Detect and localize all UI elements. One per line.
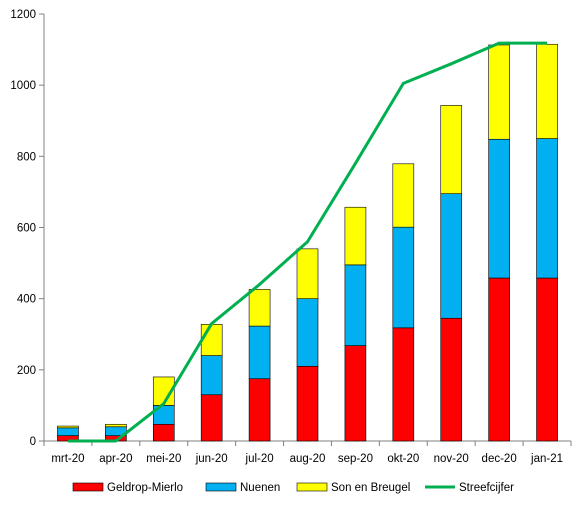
y-tick-label: 1200	[10, 9, 36, 21]
bar-segment-son-en-breugel	[200, 323, 223, 356]
y-tick-label: 1000	[10, 80, 36, 92]
legend-swatch	[205, 482, 237, 492]
y-tick-label: 600	[17, 223, 36, 235]
bar-segment-nuenen	[248, 325, 271, 380]
x-tick-label: dec-20	[482, 453, 517, 465]
legend: Geldrop-Mierlo Nuenen Son en Breugel Streef…	[72, 482, 514, 494]
bar-segment-nuenen	[57, 427, 79, 436]
x-tick-label: mei-20	[146, 453, 181, 465]
x-tick-label: jul-20	[245, 453, 274, 465]
bar-segment-nuenen	[200, 355, 223, 396]
bar-segment-nuenen	[488, 138, 510, 279]
axes: 0 200 400 600 800 1000 1200 mrt-20 apr-20 mei-20 j…	[10, 9, 572, 465]
bar-segment-geldrop-mierlo	[536, 277, 558, 442]
bars	[57, 43, 558, 442]
bar-segment-geldrop-mierlo	[488, 277, 510, 442]
y-tick-label: 800	[17, 151, 36, 163]
x-tick-label: nov-20	[434, 453, 469, 465]
bar-segment-geldrop-mierlo	[152, 423, 175, 442]
bar-segment-son-en-breugel	[296, 248, 319, 299]
legend-label: Streefcijfer	[459, 482, 514, 494]
bar-segment-son-en-breugel	[105, 423, 127, 428]
y-tick-label: 200	[17, 365, 36, 377]
bar-segment-geldrop-mierlo	[344, 345, 367, 442]
legend-label: Nuenen	[240, 482, 280, 494]
bar-segment-nuenen	[392, 226, 415, 329]
x-tick-label: mrt-20	[51, 453, 84, 465]
bar-segment-nuenen	[536, 138, 558, 279]
legend-label: Geldrop-Mierlo	[107, 482, 183, 494]
target-line-layer	[67, 41, 548, 443]
x-tick-label: okt-20	[387, 453, 419, 465]
legend-swatch	[296, 482, 328, 492]
x-tick-label: jan-21	[530, 453, 563, 465]
bar-segment-son-en-breugel	[392, 163, 415, 228]
bar-segment-nuenen	[440, 193, 463, 319]
bar-segment-son-en-breugel	[536, 43, 558, 139]
legend-item: Nuenen	[205, 482, 280, 494]
x-tick-label: jun-20	[195, 453, 228, 465]
legend-item: Geldrop-Mierlo	[72, 482, 183, 494]
bar-segment-son-en-breugel	[440, 105, 463, 194]
legend-item: Streefcijfer	[425, 482, 514, 494]
x-tick-label: sep-20	[338, 453, 373, 465]
legend-swatch	[72, 482, 104, 492]
y-tick-label: 0	[30, 436, 36, 448]
legend-item: Son en Breugel	[296, 482, 410, 494]
bar-segment-geldrop-mierlo	[200, 394, 223, 442]
x-tick-label: aug-20	[290, 453, 326, 465]
bar-segment-nuenen	[344, 264, 367, 346]
legend-label: Son en Breugel	[331, 482, 410, 494]
bar-segment-geldrop-mierlo	[248, 378, 271, 442]
bar-segment-son-en-breugel	[344, 206, 367, 266]
bar-segment-geldrop-mierlo	[440, 317, 463, 442]
bar-segment-son-en-breugel	[488, 44, 510, 140]
y-tick-label: 400	[17, 294, 36, 306]
bar-segment-geldrop-mierlo	[392, 327, 415, 442]
target-line	[67, 41, 548, 443]
bar-segment-nuenen	[296, 298, 319, 367]
bar-segment-son-en-breugel	[57, 425, 79, 429]
x-tick-label: apr-20	[99, 453, 132, 465]
bar-segment-son-en-breugel	[248, 289, 271, 327]
bar-segment-geldrop-mierlo	[296, 365, 319, 442]
